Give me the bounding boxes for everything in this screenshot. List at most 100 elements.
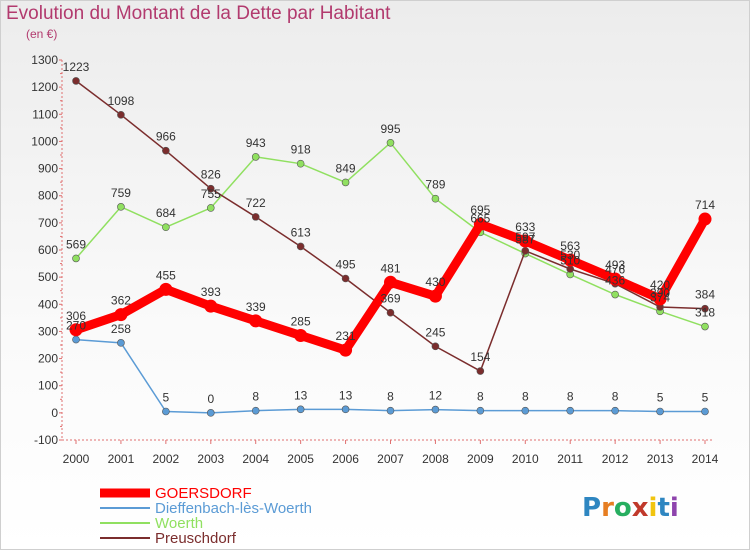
data-label: 8 (252, 390, 259, 404)
data-label: 943 (246, 136, 266, 150)
data-point (206, 184, 215, 193)
data-label: 8 (387, 390, 394, 404)
data-point (251, 213, 260, 221)
data-point (653, 292, 667, 306)
data-point (204, 299, 218, 313)
data-label: 995 (380, 122, 400, 136)
data-point (701, 322, 709, 331)
data-point (251, 153, 260, 161)
y-tick-label: 600 (38, 243, 58, 257)
data-label: 430 (425, 275, 445, 289)
series-goersdorf (69, 212, 712, 357)
data-point (159, 282, 173, 296)
data-point (296, 405, 305, 414)
x-tick-label: 2004 (242, 452, 269, 466)
x-tick-label: 2014 (692, 452, 719, 466)
x-tick-label: 2000 (63, 452, 90, 466)
data-label: 455 (156, 268, 176, 282)
data-point (339, 343, 353, 357)
data-point (566, 406, 575, 415)
data-point (386, 138, 395, 147)
data-point (473, 217, 487, 231)
data-label: 695 (470, 203, 490, 217)
y-tick-label: 900 (38, 162, 58, 176)
data-label: 826 (201, 168, 221, 182)
data-point (341, 178, 350, 187)
data-point (72, 254, 80, 263)
data-label: 476 (605, 263, 625, 277)
data-point (386, 406, 395, 415)
x-tick-label: 2003 (197, 452, 224, 466)
data-label: 0 (207, 392, 214, 406)
x-tick-label: 2006 (332, 452, 359, 466)
data-label: 966 (156, 130, 176, 144)
x-tick-label: 2002 (153, 452, 180, 466)
data-label: 384 (695, 288, 715, 302)
data-label: 722 (246, 196, 266, 210)
x-tick-label: 2001 (108, 452, 135, 466)
legend-label: Preuschdorf (155, 530, 237, 547)
data-label: 665 (470, 211, 490, 225)
data-point (384, 275, 397, 289)
data-label: 258 (111, 322, 131, 336)
data-point (521, 406, 530, 415)
y-tick-label: 500 (38, 270, 58, 284)
data-point (521, 247, 530, 255)
data-point (117, 339, 125, 347)
y-tick-label: 1300 (31, 53, 58, 67)
data-point (431, 405, 440, 414)
data-label: 436 (605, 274, 625, 288)
data-point (563, 253, 577, 267)
x-tick-label: 2008 (422, 452, 449, 466)
chart-subtitle: (en €) (26, 27, 58, 41)
data-label: 684 (156, 206, 176, 220)
y-tick-label: 1000 (31, 134, 58, 148)
data-label: 714 (695, 198, 715, 212)
data-point (117, 111, 125, 119)
x-tick-label: 2007 (377, 452, 404, 466)
data-point (69, 323, 83, 337)
data-label: 8 (567, 390, 574, 404)
data-label: 13 (339, 388, 353, 402)
data-label: 530 (560, 248, 580, 262)
data-label: 13 (294, 388, 308, 402)
data-label: 759 (111, 186, 131, 200)
data-label: 374 (650, 290, 670, 304)
data-point (386, 308, 395, 317)
data-point (162, 146, 170, 155)
data-label: 154 (470, 350, 490, 364)
data-label: 362 (111, 294, 131, 308)
y-tick-label: 400 (38, 297, 58, 311)
data-point (698, 212, 712, 226)
data-point (249, 314, 263, 328)
data-label: 755 (201, 187, 221, 201)
data-point (251, 406, 260, 415)
data-label: 1223 (63, 60, 90, 74)
data-point (206, 409, 215, 417)
data-label: 918 (291, 143, 311, 157)
data-label: 481 (380, 261, 400, 275)
data-point (608, 272, 622, 286)
data-point (206, 204, 215, 212)
x-tick-label: 2005 (287, 452, 314, 466)
data-label: 369 (380, 292, 400, 306)
legend-label: GOERSDORF (155, 485, 252, 502)
data-label: 569 (66, 237, 86, 251)
y-tick-label: -100 (34, 433, 58, 447)
data-label: 849 (336, 161, 356, 175)
x-tick-label: 2009 (467, 452, 494, 466)
data-point (656, 407, 664, 416)
data-label: 597 (515, 230, 535, 244)
data-label: 510 (560, 253, 580, 267)
data-label: 393 (201, 285, 221, 299)
data-label: 493 (605, 258, 625, 272)
data-point (72, 335, 80, 344)
data-point (72, 77, 80, 85)
x-tick-label: 2010 (512, 452, 539, 466)
data-label: 563 (560, 239, 580, 253)
y-tick-label: 1200 (31, 80, 58, 94)
data-label: 633 (515, 220, 535, 234)
data-point (611, 290, 619, 299)
